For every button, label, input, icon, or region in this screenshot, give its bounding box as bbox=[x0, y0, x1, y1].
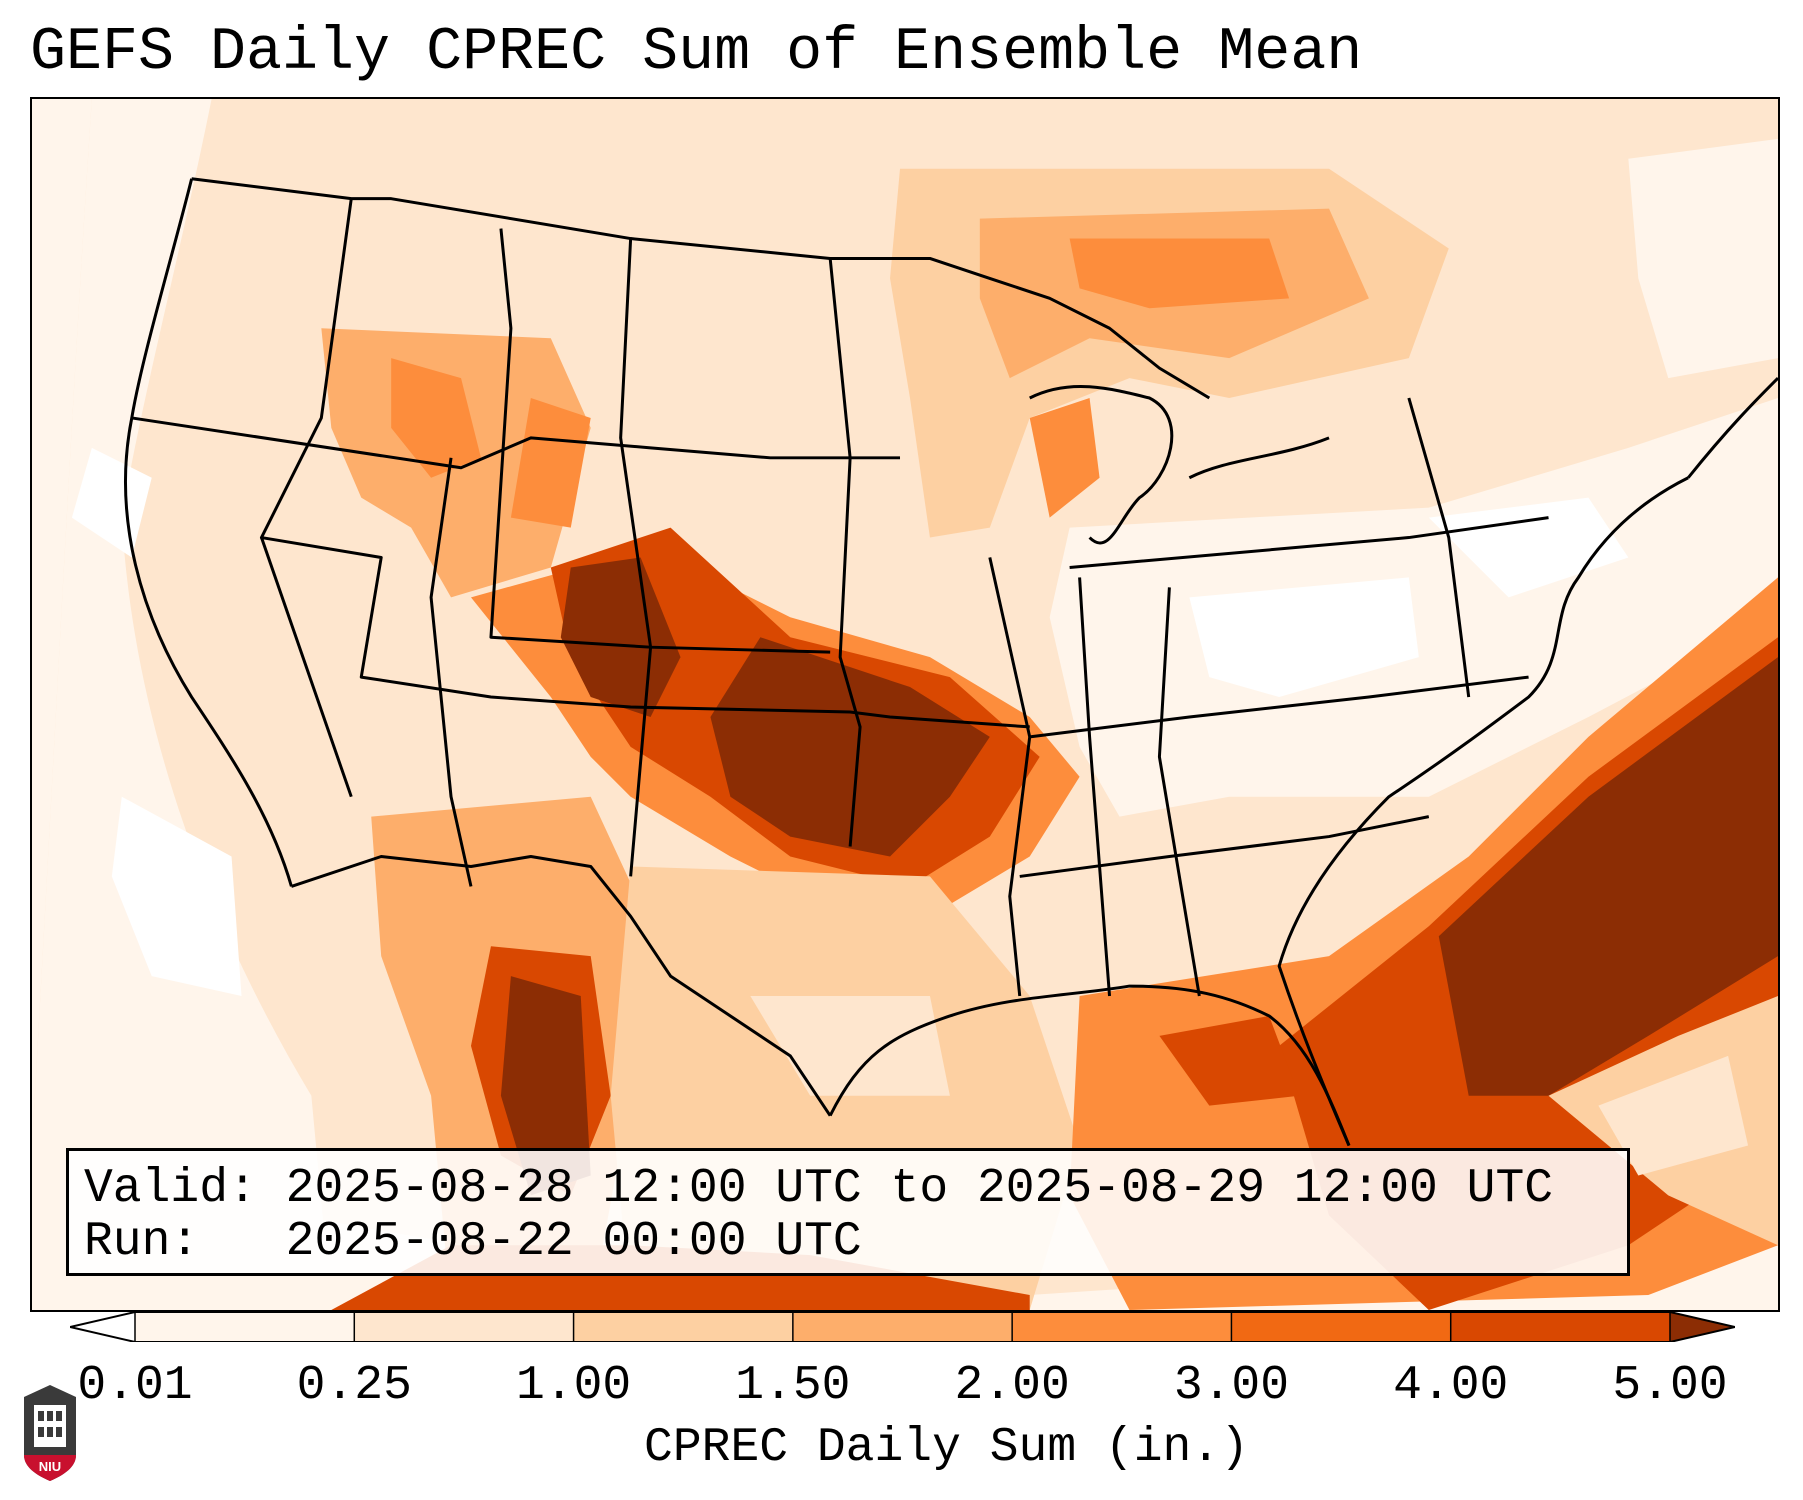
northwest-cell-core bbox=[391, 358, 481, 478]
valid-run-info-box: Valid: 2025-08-28 12:00 UTC to 2025-08-2… bbox=[66, 1148, 1630, 1276]
colorbar bbox=[70, 1312, 1735, 1342]
colorbar-segment bbox=[1450, 1312, 1671, 1342]
white-patch bbox=[111, 796, 242, 997]
bahamas-lighter bbox=[1598, 1055, 1749, 1176]
colorbar-extend-max bbox=[1670, 1312, 1735, 1342]
colorbar-segment bbox=[573, 1312, 794, 1342]
run-label: Run: bbox=[84, 1215, 200, 1269]
florida-gulf-cell bbox=[1159, 1015, 1300, 1106]
logo-red-band bbox=[24, 1455, 76, 1481]
white-patch bbox=[71, 447, 152, 558]
colorbar-tick-label: 5.00 bbox=[1612, 1359, 1728, 1413]
wyoming-cell bbox=[510, 398, 591, 528]
colorado-max bbox=[560, 557, 681, 717]
colorbar-segment bbox=[135, 1312, 355, 1342]
colorbar-label: CPREC Daily Sum (in.) bbox=[644, 1421, 1249, 1475]
outer-region-west bbox=[32, 99, 92, 1146]
boundary-lines bbox=[124, 177, 1778, 1147]
valid-label: Valid: bbox=[84, 1162, 257, 1216]
logo-text: NIU bbox=[39, 1459, 61, 1474]
kansas-oklahoma-max bbox=[710, 637, 990, 857]
colorbar-segment bbox=[1231, 1312, 1452, 1342]
figure-title: GEFS Daily CPREC Sum of Ensemble Mean bbox=[30, 19, 1363, 87]
colorbar-segment bbox=[354, 1312, 575, 1342]
valid-value: 2025-08-28 12:00 UTC to 2025-08-29 12:00… bbox=[285, 1162, 1554, 1216]
white-patch bbox=[1428, 497, 1629, 598]
precip-map bbox=[32, 99, 1778, 1310]
colorbar-tick-label: 1.00 bbox=[515, 1359, 632, 1413]
colorbar-tick-label: 1.50 bbox=[735, 1359, 851, 1413]
run-value: 2025-08-22 00:00 UTC bbox=[285, 1215, 862, 1269]
colorbar-tick-label: 0.01 bbox=[77, 1359, 193, 1413]
colorbar-graphic bbox=[70, 1312, 1735, 1342]
colorbar-tick-label: 4.00 bbox=[1393, 1359, 1509, 1413]
colorbar-tick-label: 2.00 bbox=[954, 1359, 1070, 1413]
pacific-area bbox=[32, 99, 332, 1310]
colorbar-segment bbox=[792, 1312, 1013, 1342]
colorbar-tick-label: 0.25 bbox=[296, 1359, 412, 1413]
map-panel bbox=[30, 97, 1780, 1312]
colorbar-tick-label: 3.00 bbox=[1173, 1359, 1290, 1413]
wisconsin-cell bbox=[1029, 398, 1100, 518]
great-lakes-band-max bbox=[1069, 238, 1290, 309]
atlantic-max bbox=[1438, 657, 1778, 1096]
northeast-light bbox=[1628, 138, 1778, 379]
white-patch bbox=[1189, 577, 1419, 698]
colorbar-extend-min bbox=[70, 1312, 135, 1342]
colorbar-segment bbox=[1012, 1312, 1232, 1342]
niu-logo: NIU bbox=[24, 1385, 76, 1481]
mexico-max bbox=[500, 976, 591, 1196]
